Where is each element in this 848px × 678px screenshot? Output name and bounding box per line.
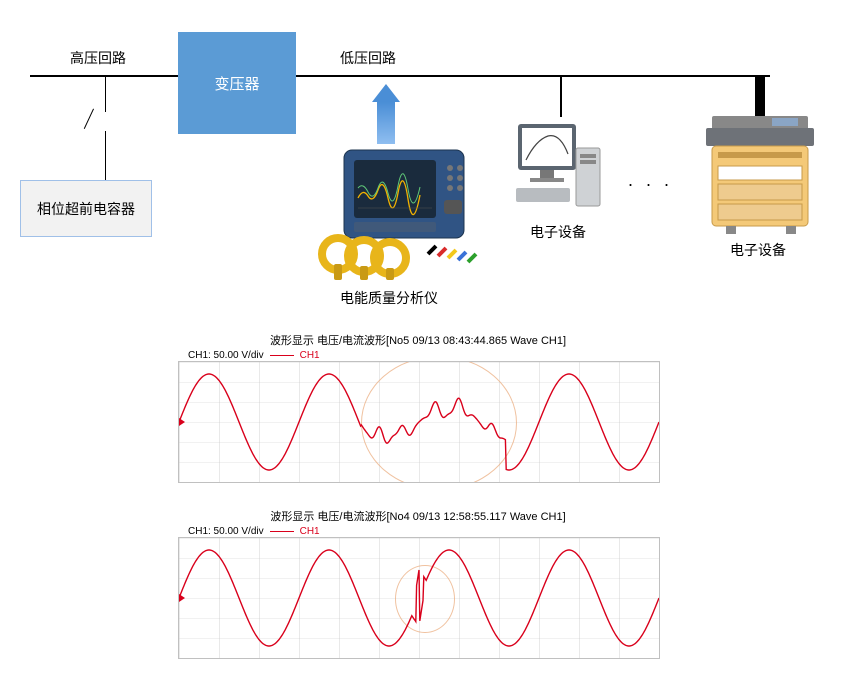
switch-line-top xyxy=(105,77,106,112)
pfc-capacitor-box: 相位超前电容器 xyxy=(20,180,152,237)
vdrop-1 xyxy=(560,77,562,117)
pc-label: 电子设备 xyxy=(530,222,586,242)
plot2-legend: CH1: 50.00 V/div CH1 xyxy=(188,526,658,537)
switch-line-bot xyxy=(105,131,106,180)
bus-line xyxy=(30,75,770,77)
plot2-legend-left: CH1: 50.00 V/div xyxy=(188,526,264,537)
plot2-legend-swatch xyxy=(270,531,294,532)
plot1-canvas xyxy=(178,361,660,483)
label-lv-circuit: 低压回路 xyxy=(340,48,396,68)
ellipsis: . . . xyxy=(628,170,673,191)
plot1-legend: CH1: 50.00 V/div CH1 xyxy=(188,350,658,361)
plot1-legend-left: CH1: 50.00 V/div xyxy=(188,350,264,361)
plot2-title: 波形显示 电压/电流波形[No4 09/13 12:58:55.117 Wave… xyxy=(178,508,658,524)
arrow-up xyxy=(374,84,398,144)
pc-device xyxy=(510,118,610,218)
pfc-capacitor-label: 相位超前电容器 xyxy=(37,199,135,219)
waveform-plot-1: 波形显示 电压/电流波形[No5 09/13 08:43:44.865 Wave… xyxy=(178,332,658,483)
plot1-legend-ch: CH1 xyxy=(300,350,320,361)
transformer-block: 变压器 xyxy=(178,32,296,134)
plot1-legend-swatch xyxy=(270,355,294,356)
copier-label: 电子设备 xyxy=(730,240,786,260)
transformer-label: 变压器 xyxy=(214,73,259,94)
switch-gap xyxy=(84,109,95,130)
copier-device xyxy=(700,108,820,238)
plot1-title: 波形显示 电压/电流波形[No5 09/13 08:43:44.865 Wave… xyxy=(178,332,658,348)
analyzer-device xyxy=(316,148,486,278)
label-hv-circuit: 高压回路 xyxy=(70,48,126,68)
analyzer-label: 电能质量分析仪 xyxy=(340,288,438,308)
plot2-legend-ch: CH1 xyxy=(300,526,320,537)
plot2-canvas xyxy=(178,537,660,659)
waveform-plot-2: 波形显示 电压/电流波形[No4 09/13 12:58:55.117 Wave… xyxy=(178,508,658,659)
